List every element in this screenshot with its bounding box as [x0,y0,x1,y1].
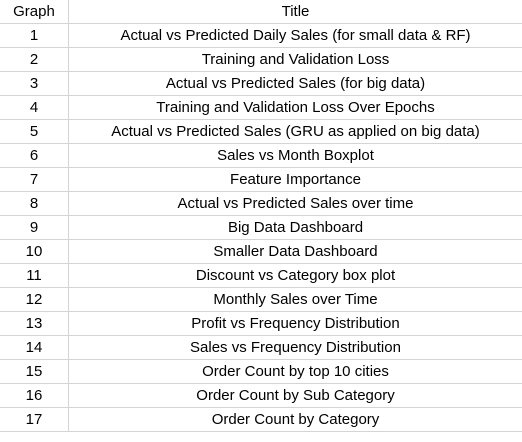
graph-title-cell[interactable]: Smaller Data Dashboard [68,239,522,264]
graph-number-cell[interactable]: 6 [0,143,69,168]
table-row: 15 Order Count by top 10 cities [0,359,522,384]
table-row: 9 Big Data Dashboard [0,215,522,240]
table-row: 4 Training and Validation Loss Over Epoch… [0,95,522,120]
graph-title-cell[interactable]: Feature Importance [68,167,522,192]
graph-number-cell[interactable]: 10 [0,239,69,264]
graph-number-cell[interactable]: 3 [0,71,69,96]
graph-number-cell[interactable]: 4 [0,95,69,120]
graph-title-cell[interactable]: Order Count by top 10 cities [68,359,522,384]
graph-number-cell[interactable]: 7 [0,167,69,192]
graph-number-cell[interactable]: 2 [0,47,69,72]
graph-title-cell[interactable]: Training and Validation Loss Over Epochs [68,95,522,120]
graph-number-cell[interactable]: 14 [0,335,69,360]
table-row: 6 Sales vs Month Boxplot [0,143,522,168]
table-row: 2 Training and Validation Loss [0,47,522,72]
table-row: 7 Feature Importance [0,167,522,192]
graph-title-cell[interactable]: Discount vs Category box plot [68,263,522,288]
table-row: 17 Order Count by Category [0,407,522,432]
graph-title-table: Graph Title 1 Actual vs Predicted Daily S… [0,0,522,432]
table-row: 10 Smaller Data Dashboard [0,239,522,264]
graph-title-cell[interactable]: Actual vs Predicted Sales over time [68,191,522,216]
graph-title-cell[interactable]: Order Count by Sub Category [68,383,522,408]
graph-number-cell[interactable]: 5 [0,119,69,144]
table-row: 3 Actual vs Predicted Sales (for big data… [0,71,522,96]
graph-title-cell[interactable]: Monthly Sales over Time [68,287,522,312]
graph-title-cell[interactable]: Training and Validation Loss [68,47,522,72]
table-body: Graph Title 1 Actual vs Predicted Daily S… [0,0,522,432]
graph-title-cell[interactable]: Order Count by Category [68,407,522,432]
graph-number-cell[interactable]: 9 [0,215,69,240]
graph-title-cell[interactable]: Actual vs Predicted Sales (for big data) [68,71,522,96]
table-row: 12 Monthly Sales over Time [0,287,522,312]
table-row: 11 Discount vs Category box plot [0,263,522,288]
graph-number-cell[interactable]: 1 [0,23,69,48]
graph-title-cell[interactable]: Sales vs Month Boxplot [68,143,522,168]
table-row: 1 Actual vs Predicted Daily Sales (for sm… [0,23,522,48]
graph-number-cell[interactable]: 13 [0,311,69,336]
graph-number-cell[interactable]: 11 [0,263,69,288]
graph-number-cell[interactable]: 12 [0,287,69,312]
table-row: 8 Actual vs Predicted Sales over time [0,191,522,216]
table-row: 5 Actual vs Predicted Sales (GRU as appli… [0,119,522,144]
graph-number-cell[interactable]: 17 [0,407,69,432]
header-row: Graph Title [0,0,522,24]
graph-number-cell[interactable]: 16 [0,383,69,408]
graph-title-cell[interactable]: Actual vs Predicted Daily Sales (for sma… [68,23,522,48]
header-cell-graph[interactable]: Graph [0,0,69,24]
graph-title-cell[interactable]: Actual vs Predicted Sales (GRU as applie… [68,119,522,144]
graph-title-cell[interactable]: Profit vs Frequency Distribution [68,311,522,336]
table-row: 13 Profit vs Frequency Distribution [0,311,522,336]
graph-number-cell[interactable]: 8 [0,191,69,216]
table-row: 14 Sales vs Frequency Distribution [0,335,522,360]
table-row: 16 Order Count by Sub Category [0,383,522,408]
graph-title-cell[interactable]: Sales vs Frequency Distribution [68,335,522,360]
header-cell-title[interactable]: Title [68,0,522,24]
graph-title-cell[interactable]: Big Data Dashboard [68,215,522,240]
graph-number-cell[interactable]: 15 [0,359,69,384]
